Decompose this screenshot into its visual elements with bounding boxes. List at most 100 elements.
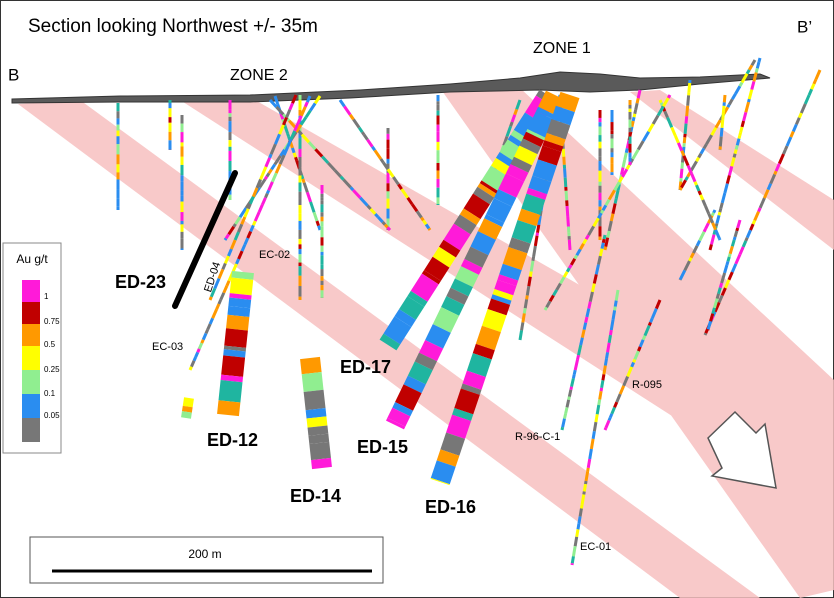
hole-interval <box>577 516 582 525</box>
hole-label: ED-12 <box>207 430 258 450</box>
hole-interval <box>717 287 722 295</box>
hole-interval <box>301 178 306 184</box>
hole-interval <box>531 256 536 262</box>
hole-interval <box>718 238 722 241</box>
hole-interval <box>603 246 608 251</box>
hole-interval <box>602 234 607 240</box>
hole-interval <box>717 211 722 216</box>
hole-interval <box>680 150 686 157</box>
hole-interval <box>681 156 685 163</box>
hole-interval <box>479 180 499 194</box>
hole-interval <box>565 399 571 408</box>
hole-interval <box>425 324 451 349</box>
hole-interval <box>268 98 278 108</box>
hole-interval <box>452 408 474 422</box>
legend-label: 0.05 <box>44 411 60 420</box>
hole-interval <box>190 360 196 368</box>
hole-interval <box>709 234 716 245</box>
hole-interval <box>397 183 403 190</box>
hole-interval <box>732 153 737 158</box>
hole-interval <box>299 116 308 126</box>
hole-interval <box>359 196 369 207</box>
hole-interval <box>785 136 793 147</box>
hole-interval <box>711 307 716 315</box>
hole-interval <box>632 113 637 118</box>
hole-interval <box>614 189 620 200</box>
hole-interval <box>453 214 477 235</box>
hole-interval <box>635 97 640 104</box>
hole-interval <box>727 271 734 281</box>
legend-label: 0.75 <box>44 317 60 326</box>
hole-interval <box>584 234 590 241</box>
hole-interval <box>600 242 605 250</box>
hole-interval <box>630 120 635 128</box>
hole-interval <box>561 148 566 157</box>
hole-interval <box>300 133 311 144</box>
hole-interval <box>484 214 505 227</box>
hole-interval <box>544 133 566 147</box>
hole-interval <box>302 182 309 193</box>
hole-interval <box>666 116 674 128</box>
hole-interval <box>446 287 469 305</box>
hole-interval <box>477 218 503 240</box>
hole-interval <box>430 460 456 485</box>
hole-interval <box>422 219 428 226</box>
section-end: B’ <box>797 17 812 36</box>
hole-interval <box>697 190 703 196</box>
hole-interval <box>588 448 593 460</box>
hole-interval <box>282 146 289 156</box>
hole-interval <box>304 109 312 118</box>
hole-interval <box>631 116 636 122</box>
hole-interval <box>369 208 377 216</box>
hole-interval <box>562 156 566 165</box>
legend-swatch <box>22 302 40 324</box>
hole-interval <box>374 212 380 219</box>
hole-interval <box>338 99 346 108</box>
hole-interval <box>724 279 731 289</box>
hole-interval <box>622 375 629 387</box>
hole-interval <box>348 113 355 121</box>
hole-interval <box>305 191 313 203</box>
hole-interval <box>730 239 736 247</box>
hole-interval <box>278 124 285 135</box>
hole-interval <box>592 274 598 284</box>
scale-label: 200 m <box>188 547 221 561</box>
hole-interval <box>750 59 757 67</box>
hole-interval <box>704 205 711 215</box>
scale-box <box>29 536 384 584</box>
hole-interval <box>720 287 727 297</box>
hole-label: EC-03 <box>152 341 183 353</box>
hole-interval <box>309 102 317 112</box>
hole-interval <box>279 113 285 120</box>
hole-interval <box>552 289 558 297</box>
hole-interval <box>441 296 465 316</box>
hole-interval <box>679 168 684 179</box>
hole-interval <box>712 298 719 309</box>
hole-interval <box>708 244 713 251</box>
hole-interval <box>279 148 286 157</box>
hole-interval <box>713 301 721 313</box>
hole-interval <box>366 204 372 211</box>
hole-interval <box>382 161 390 171</box>
hole-interval <box>303 389 326 411</box>
hole-interval <box>725 261 730 266</box>
hole-interval <box>294 123 303 133</box>
hole-interval <box>721 105 726 113</box>
hole-interval <box>327 161 336 172</box>
hole-interval <box>757 207 762 213</box>
title: Section looking Northwest +/- 35m <box>28 16 318 37</box>
hole-interval <box>218 380 243 403</box>
hole-interval <box>349 186 355 192</box>
hole-interval <box>248 196 255 205</box>
legend-swatch <box>22 324 40 346</box>
hole-interval <box>510 156 532 173</box>
hole-interval <box>727 253 732 258</box>
hole-interval <box>182 397 194 408</box>
hole-interval <box>387 407 411 427</box>
hole-interval <box>623 152 628 161</box>
hole-interval <box>701 199 707 207</box>
hole-interval <box>227 305 251 318</box>
hole-interval <box>317 225 322 231</box>
hole-interval <box>311 457 332 470</box>
hole-interval <box>533 235 539 247</box>
